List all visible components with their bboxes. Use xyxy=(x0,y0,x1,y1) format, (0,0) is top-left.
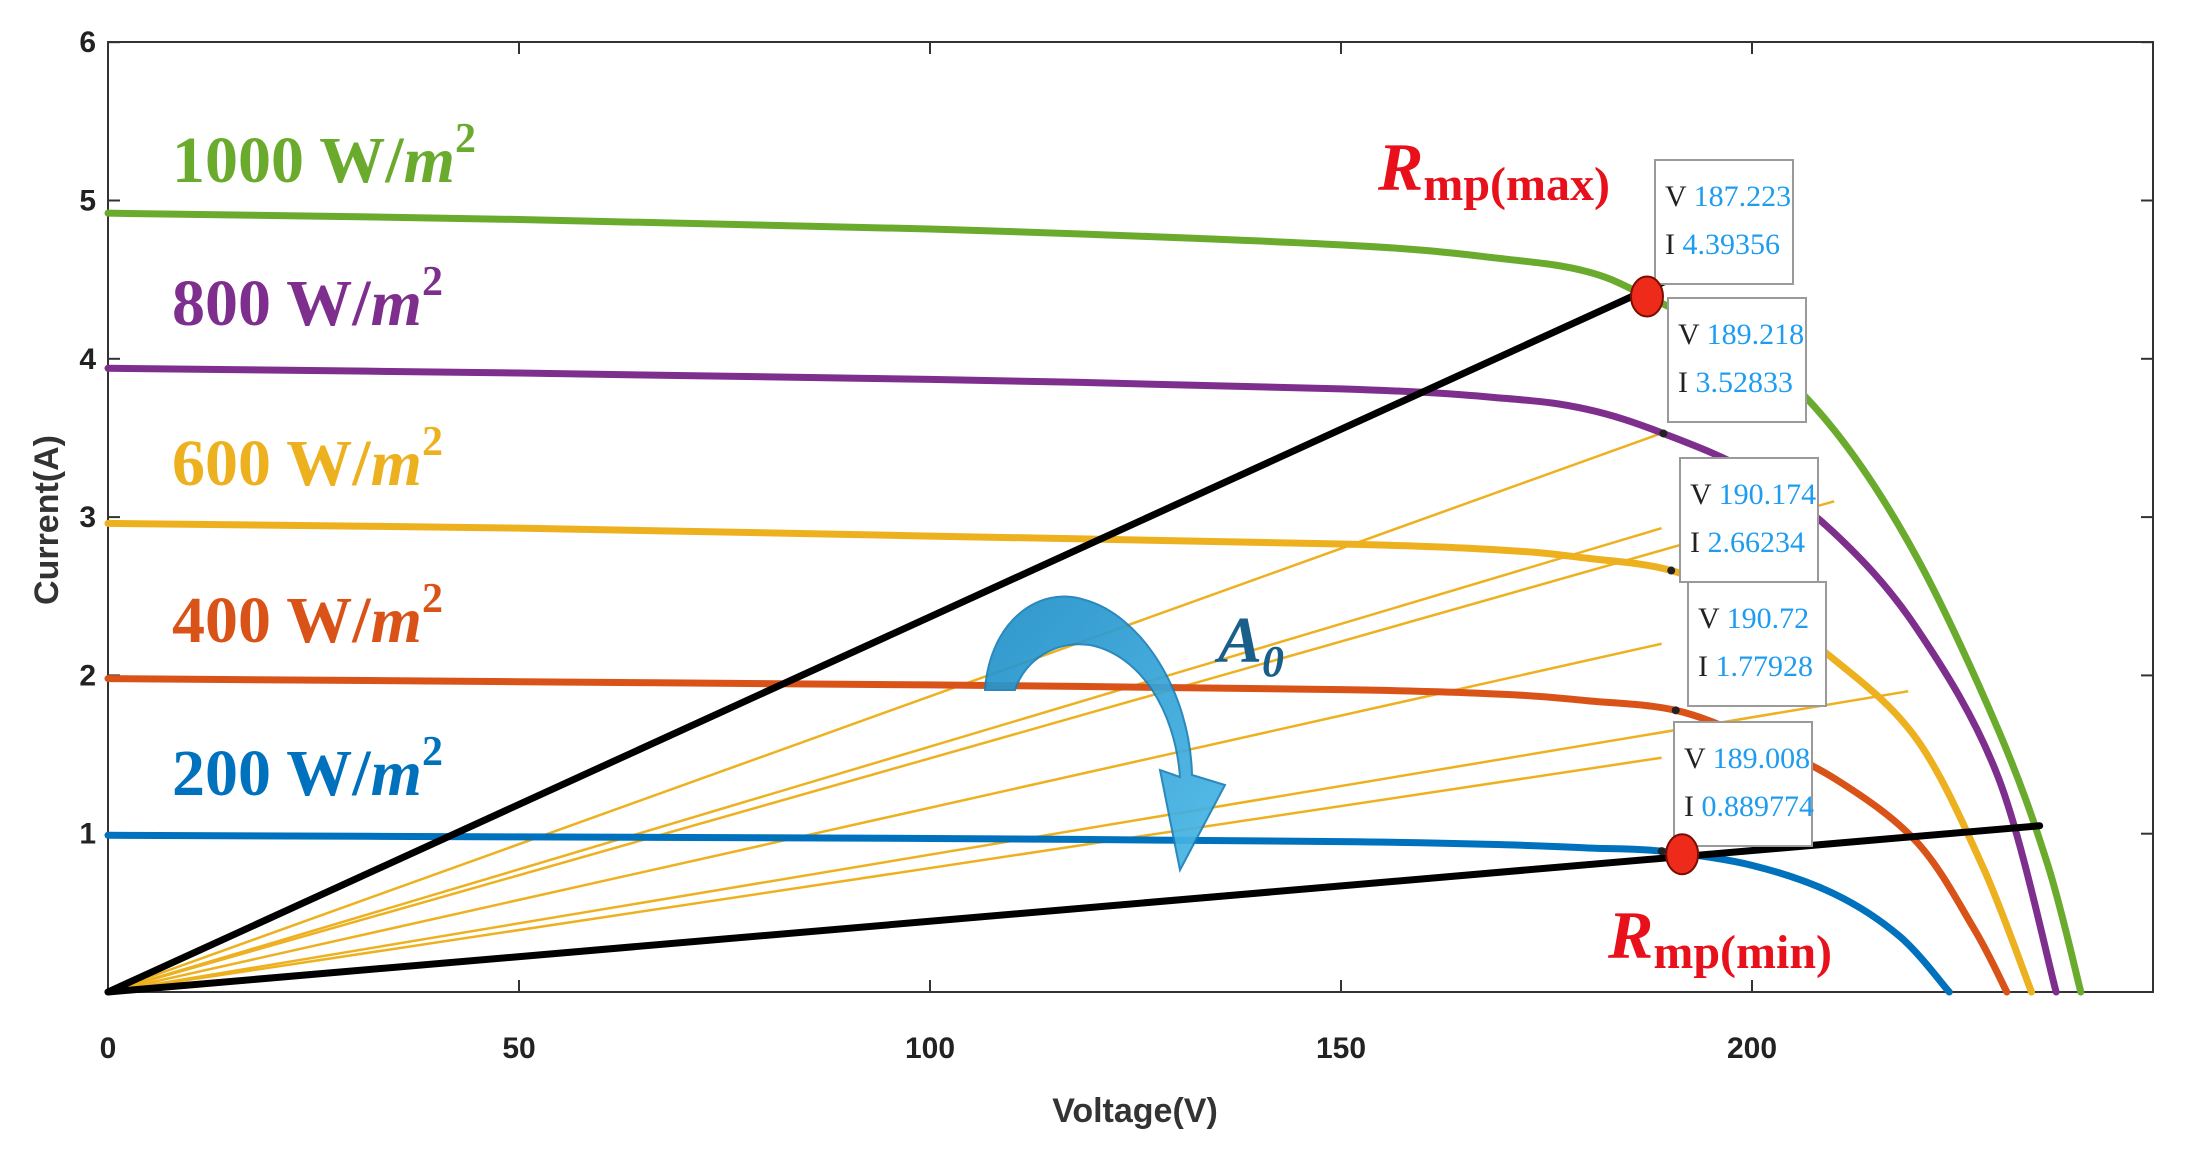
y-tick-label: 6 xyxy=(79,26,96,59)
rotation-arrow: A0 xyxy=(983,595,1284,873)
rmp-marker xyxy=(1629,275,1664,318)
rotation-arrow-body xyxy=(983,595,1227,873)
yellow-load-line xyxy=(107,526,1662,994)
mpp-datatips: V 187.223 I 4.39356 V 189.218 I 3.52833 V 19… xyxy=(1642,159,1827,856)
rmp-marker xyxy=(1665,833,1700,876)
iv-curve-series xyxy=(104,675,2011,996)
x-tick-label: 0 xyxy=(100,1032,117,1065)
mpp-datatip: V 190.72 I 1.77928 xyxy=(1671,581,1827,715)
datatip-voltage: V 189.218 xyxy=(1678,318,1804,351)
datatip-voltage: V 190.72 xyxy=(1698,602,1809,635)
rmp-max-label: Rmp(max) xyxy=(1377,129,1610,211)
datatip-voltage: V 189.008 xyxy=(1684,742,1810,775)
mpp-datatip: V 189.008 I 0.889774 xyxy=(1657,721,1814,856)
datatip-box xyxy=(1687,581,1827,707)
datatip-current: I 1.77928 xyxy=(1698,650,1813,683)
iv-curves xyxy=(104,209,2085,996)
black-load-line xyxy=(104,268,1690,996)
yellow-load-line xyxy=(107,432,1663,994)
irradiance-label: 400 W/m2 xyxy=(172,576,443,657)
yellow-load-line xyxy=(107,500,1835,994)
mpp-datatip: V 187.223 I 4.39356 xyxy=(1642,159,1794,301)
y-tick-label: 5 xyxy=(79,185,96,218)
datatip-current: I 0.889774 xyxy=(1684,790,1814,823)
black-load-lines xyxy=(104,268,2044,996)
black-load-line xyxy=(104,822,2044,996)
iv-curve-series xyxy=(104,364,2060,996)
rmp-min-label: Rmp(min) xyxy=(1607,897,1832,979)
datatip-voltage: V 187.223 xyxy=(1665,180,1791,213)
rmp-min-main: R xyxy=(1607,897,1653,973)
irradiance-label: 1000 W/m2 xyxy=(172,116,476,197)
datatip-current: I 2.66234 xyxy=(1690,526,1805,559)
x-tick-label: 150 xyxy=(1316,1032,1366,1065)
datatip-box xyxy=(1673,721,1813,847)
rmp-markers xyxy=(1629,275,1700,876)
y-axis-label: Current(A) xyxy=(28,435,66,605)
y-tick-label: 1 xyxy=(79,818,96,851)
iv-curve-series xyxy=(104,519,2035,996)
x-tick-label: 50 xyxy=(502,1032,535,1065)
iv-curve-series xyxy=(104,831,1953,996)
datatip-dot xyxy=(1671,706,1680,715)
datatip-box xyxy=(1654,159,1794,285)
yellow-load-line xyxy=(107,642,1662,994)
iv-curve-series xyxy=(104,209,2085,996)
rmp-max-main: R xyxy=(1377,129,1423,205)
mpp-datatip: V 189.218 I 3.52833 xyxy=(1659,297,1807,438)
x-axis-label: Voltage(V) xyxy=(1052,1092,1218,1130)
x-axis-ticks: 0 50 100 150 200 xyxy=(100,42,1777,1065)
datatip-box xyxy=(1667,297,1807,423)
arrow-label-main: A xyxy=(1214,604,1262,677)
rmp-min-sub: mp(min) xyxy=(1653,926,1832,979)
x-tick-label: 200 xyxy=(1727,1032,1777,1065)
mpp-datatip: V 190.174 I 2.66234 xyxy=(1667,457,1819,583)
irradiance-label: 800 W/m2 xyxy=(172,259,443,340)
yellow-load-line xyxy=(107,756,1662,994)
arrow-label-sub: 0 xyxy=(1262,637,1284,686)
y-tick-label: 4 xyxy=(79,343,96,376)
y-axis-ticks: 1 2 3 4 5 6 xyxy=(79,26,2153,851)
datatip-dot xyxy=(1657,847,1666,856)
irradiance-label: 600 W/m2 xyxy=(172,419,443,500)
arrow-label: A0 xyxy=(1214,604,1284,686)
datatip-dot xyxy=(1667,566,1676,575)
datatip-dot xyxy=(1659,429,1668,438)
datatip-current: I 3.52833 xyxy=(1678,366,1793,399)
irradiance-label: 200 W/m2 xyxy=(172,729,443,810)
datatip-current: I 4.39356 xyxy=(1665,228,1780,261)
x-tick-label: 100 xyxy=(905,1032,955,1065)
rmp-max-sub: mp(max) xyxy=(1423,158,1610,211)
datatip-voltage: V 190.174 xyxy=(1690,478,1816,511)
irradiance-labels: 1000 W/m2 800 W/m2 600 W/m2 400 W/m2 200 W/m… xyxy=(172,116,476,810)
y-tick-label: 3 xyxy=(79,501,96,534)
y-tick-label: 2 xyxy=(79,659,96,692)
datatip-box xyxy=(1679,457,1819,583)
